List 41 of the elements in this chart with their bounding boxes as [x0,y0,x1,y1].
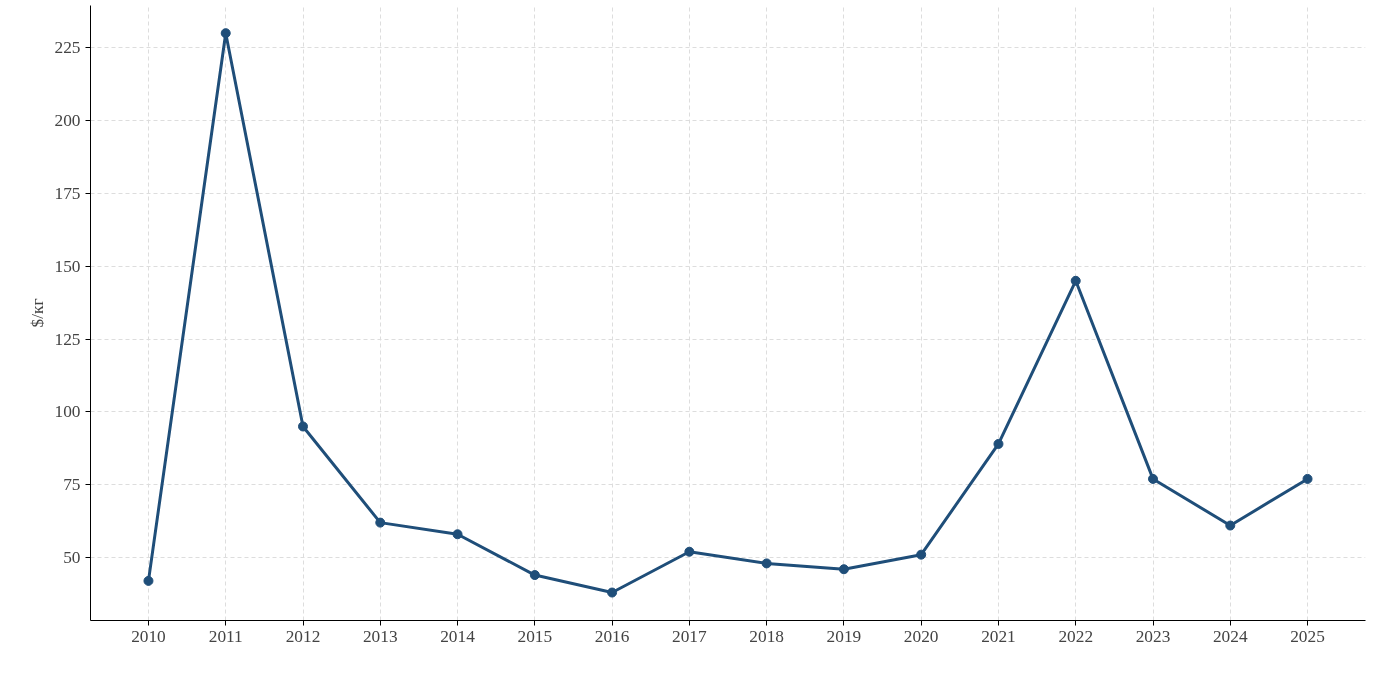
point [375,517,386,528]
x-tick-label: 2019 [826,626,862,646]
point [916,549,927,560]
point [993,438,1004,449]
point [607,587,618,598]
y-axis-title: $/кг [27,298,47,328]
point [220,28,231,39]
x-tick-label: 2023 [1135,626,1171,646]
x-tick-label: 2010 [131,626,166,646]
x-tick-label: 2024 [1212,626,1248,646]
x-tick-label: 2013 [362,626,398,646]
y-tick-label: 50 [63,548,81,568]
point [1225,520,1236,531]
x-tick-label: 2025 [1290,626,1325,646]
point [838,564,849,575]
point [452,529,463,540]
point [684,546,695,557]
point [1070,275,1081,286]
x-tick-label: 2014 [440,626,476,646]
point [143,575,154,586]
y-tick-label: 175 [54,183,81,203]
y-tick-label: 125 [54,329,81,349]
y-tick-label: 150 [54,256,81,276]
point [761,558,772,569]
point [1302,473,1313,484]
point [298,421,308,432]
x-tick-label: 2022 [1058,626,1094,646]
x-tick-label: 2016 [594,626,630,646]
y-tick-label: 225 [54,38,81,58]
point [529,570,540,581]
x-tick-label: 2011 [208,626,243,646]
x-tick-label: 2012 [285,626,321,646]
y-tick-label: 75 [63,475,81,495]
y-tick-label: 100 [54,402,81,422]
y-tick-label: 200 [54,111,81,131]
x-tick-label: 2018 [749,626,784,646]
x-tick-label: 2020 [903,626,939,646]
point [1148,473,1158,484]
x-tick-label: 2017 [672,626,708,646]
x-tick-label: 2021 [981,626,1016,646]
x-tick-label: 2015 [517,626,553,646]
